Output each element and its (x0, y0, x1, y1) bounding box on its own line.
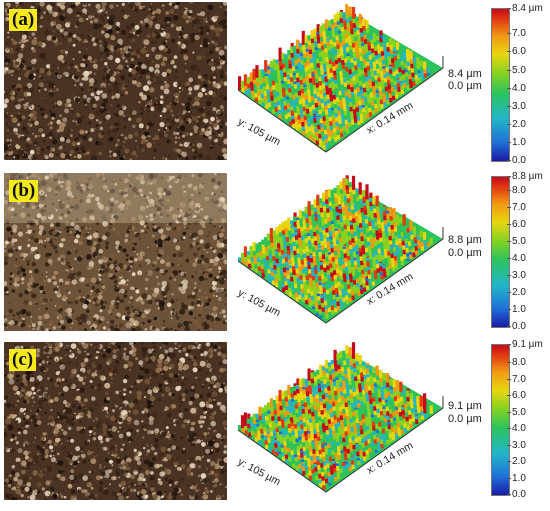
micrograph-image (4, 2, 227, 160)
height-max-label: 8.8 µm (448, 234, 482, 247)
scale-tick-label: 7.0 (512, 202, 526, 213)
scale-tick-mark (507, 241, 511, 242)
scale-tick-label: 3.0 (512, 101, 526, 112)
scale-tick-label: 3.0 (512, 440, 526, 451)
scale-tick-mark (507, 344, 511, 345)
color-scale-bar (491, 176, 510, 328)
height-min-label: 0.0 µm (448, 80, 482, 93)
scale-tick-label: 8.4 µm (512, 3, 543, 14)
scale-tick-label: 7.0 (512, 28, 526, 39)
scale-tick-mark (507, 275, 511, 276)
scale-tick-label: 8.0 (512, 357, 526, 368)
scale-tick-mark (507, 412, 511, 413)
scale-tick-label: 1.0 (512, 473, 526, 484)
scale-tick-mark (507, 51, 511, 52)
scale-tick-label: 2.0 (512, 456, 526, 467)
scale-tick-mark (507, 224, 511, 225)
scale-tick-mark (507, 176, 511, 177)
scale-tick-label: 5.0 (512, 236, 526, 247)
height-min-label: 0.0 µm (448, 247, 482, 260)
scale-tick-mark (507, 142, 511, 143)
scale-tick-mark (507, 33, 511, 34)
scale-tick-mark (507, 8, 511, 9)
scale-tick-label: 6.0 (512, 46, 526, 57)
scale-tick-label: 3.0 (512, 270, 526, 281)
scale-tick-label: 2.0 (512, 119, 526, 130)
scale-tick-label: 4.0 (512, 423, 526, 434)
scale-tick-mark (507, 362, 511, 363)
scale-tick-label: 7.0 (512, 374, 526, 385)
scale-tick-mark (507, 326, 511, 327)
scale-tick-label: 6.0 (512, 390, 526, 401)
scale-tick-label: 0.0 (512, 321, 526, 332)
color-scale-bar (491, 8, 510, 162)
scale-tick-label: 4.0 (512, 253, 526, 264)
scale-tick-label: 6.0 (512, 219, 526, 230)
scale-tick-label: 2.0 (512, 287, 526, 298)
scale-tick-mark (507, 124, 511, 125)
scale-tick-mark (507, 160, 511, 161)
scale-tick-mark (507, 309, 511, 310)
scale-tick-label: 8.0 (512, 185, 526, 196)
scale-tick-label: 4.0 (512, 83, 526, 94)
scale-tick-mark (507, 428, 511, 429)
scale-tick-mark (507, 395, 511, 396)
scale-tick-mark (507, 106, 511, 107)
scale-tick-label: 0.0 (512, 489, 526, 500)
scale-tick-mark (507, 292, 511, 293)
height-max-label: 9.1 µm (448, 400, 482, 413)
scale-tick-mark (507, 461, 511, 462)
scale-tick-mark (507, 379, 511, 380)
color-scale-bar (491, 344, 510, 496)
scale-tick-mark (507, 88, 511, 89)
scale-tick-label: 8.8 µm (512, 171, 543, 182)
height-min-label: 0.0 µm (448, 413, 482, 426)
scale-tick-mark (507, 207, 511, 208)
panel-label: (b) (9, 180, 38, 202)
panel-label: (c) (9, 349, 36, 371)
scale-tick-mark (507, 494, 511, 495)
scale-tick-mark (507, 478, 511, 479)
scale-tick-mark (507, 445, 511, 446)
scale-tick-mark (507, 258, 511, 259)
scale-tick-label: 1.0 (512, 304, 526, 315)
panel-label: (a) (9, 9, 37, 31)
scale-tick-label: 9.1 µm (512, 339, 543, 350)
scale-tick-label: 5.0 (512, 65, 526, 76)
scale-tick-label: 5.0 (512, 407, 526, 418)
scale-tick-label: 0.0 (512, 155, 526, 166)
scale-tick-label: 1.0 (512, 137, 526, 148)
scale-tick-mark (507, 70, 511, 71)
micrograph-image (4, 342, 227, 500)
scale-tick-mark (507, 190, 511, 191)
